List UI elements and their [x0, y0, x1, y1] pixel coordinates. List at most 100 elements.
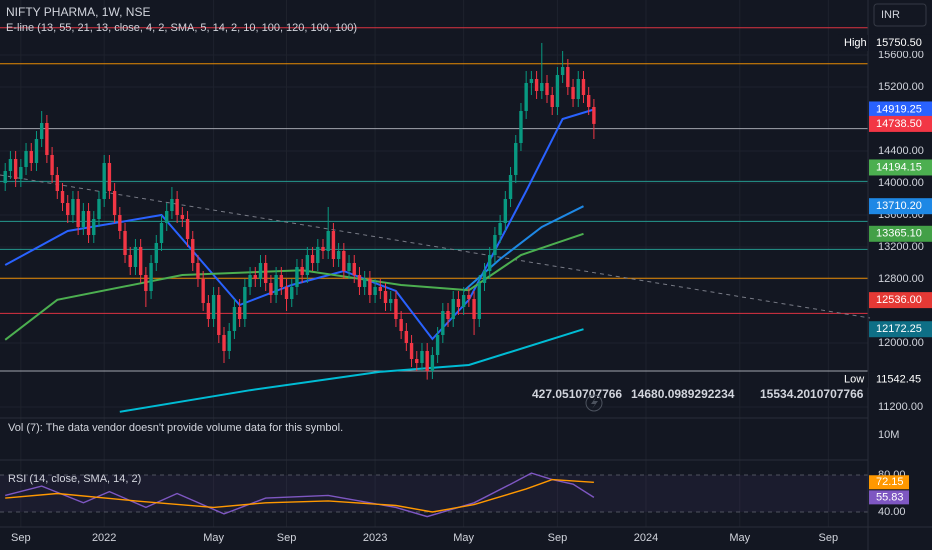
candle-body	[373, 287, 377, 295]
y-tick-label: 12000.00	[878, 337, 924, 349]
y-tick-label: 15200.00	[878, 81, 924, 93]
candle-body	[55, 175, 60, 191]
currency[interactable]: INR	[881, 9, 900, 21]
candle-body	[326, 231, 330, 251]
x-tick-label: May	[453, 532, 474, 544]
candle-body	[472, 299, 476, 319]
indicator-line	[4, 232, 584, 341]
candle-body	[3, 171, 7, 183]
candle-body	[581, 79, 586, 95]
candle-body	[227, 331, 231, 351]
price-label: 11542.45	[876, 374, 921, 386]
candle-body	[394, 299, 398, 319]
price-label-box	[869, 321, 932, 338]
candle-body	[128, 255, 132, 267]
candle-body	[8, 159, 13, 171]
rsi-tick-label: 40.00	[878, 506, 906, 518]
candle-body	[409, 343, 414, 359]
candle-body	[430, 355, 435, 371]
candle-body	[467, 295, 471, 299]
y-tick-label: 11200.00	[878, 401, 923, 413]
x-tick-label: 2023	[363, 532, 387, 544]
candle-body	[118, 215, 122, 231]
candle-body	[331, 231, 336, 259]
x-tick-label: May	[203, 532, 224, 544]
rsi-value-label: 72.15	[876, 476, 904, 488]
price-label: 12536.00	[876, 294, 922, 306]
price-label-box	[869, 101, 932, 118]
candle-body	[576, 79, 580, 99]
axis: 11200.0012000.0012800.0013200.0013600.00…	[11, 34, 932, 544]
x-tick-label: Sep	[819, 532, 839, 544]
candle-body	[488, 255, 492, 271]
candle-body	[378, 287, 382, 291]
price-label-box	[869, 198, 932, 215]
candle-body	[185, 219, 190, 239]
indicator-line	[119, 328, 584, 413]
rsi-band	[0, 474, 868, 513]
candle-body	[253, 275, 257, 279]
candle-body	[514, 143, 518, 175]
candle-body	[368, 279, 372, 295]
flash-icon[interactable]	[591, 397, 598, 409]
readout: 427.0510707766	[532, 387, 622, 401]
y-tick-label: 15600.00	[878, 49, 924, 61]
trendline	[0, 174, 871, 319]
candle-body	[86, 211, 91, 235]
candle-body	[13, 159, 18, 179]
candle-body	[81, 211, 86, 227]
candle-body	[165, 211, 169, 223]
candle-body	[29, 151, 33, 163]
candle-body	[66, 203, 70, 215]
candle-body	[336, 251, 341, 259]
candle-body	[519, 111, 523, 143]
candle-body	[123, 231, 127, 255]
rsi-value-label: 55.83	[876, 491, 904, 503]
price-label-box	[869, 292, 932, 309]
candle-body	[316, 247, 320, 263]
price-tag-box	[838, 371, 868, 388]
price-label: 12172.25	[876, 323, 922, 335]
candle-body	[149, 263, 153, 291]
candle-body	[342, 251, 346, 271]
candle-body	[415, 359, 419, 363]
flash-icon[interactable]	[585, 394, 603, 412]
candle-body	[357, 275, 362, 287]
y-tick-label: 14400.00	[878, 145, 924, 157]
candle-body	[39, 123, 44, 139]
currency-button[interactable]	[873, 3, 927, 27]
candle-body	[112, 191, 117, 215]
x-tick-label: Sep	[548, 532, 568, 544]
candle-body	[243, 287, 247, 319]
price-tag: High	[844, 37, 867, 49]
price-label: 14919.25	[876, 103, 922, 115]
candle-body	[305, 255, 310, 275]
candle-body	[232, 307, 237, 331]
candle-body	[446, 311, 450, 319]
plot	[0, 27, 871, 518]
candle-body	[560, 67, 565, 75]
candle-body	[503, 199, 508, 223]
indicator-line	[5, 472, 595, 518]
candle-body	[60, 191, 65, 203]
candle-body	[92, 219, 96, 235]
candle-body	[138, 247, 143, 275]
candle-body	[284, 287, 289, 299]
candle-body	[540, 83, 544, 91]
candle-body	[498, 223, 502, 235]
chart-title: NIFTY PHARMA, 1W, NSE	[6, 5, 150, 19]
rsi-value-box	[869, 490, 909, 505]
candle-body	[310, 255, 315, 263]
candle-body	[196, 263, 200, 279]
candle-body	[170, 199, 174, 211]
candle-body	[295, 267, 299, 287]
indicator-line	[463, 205, 584, 292]
candle-body	[456, 299, 461, 307]
candle-body	[389, 299, 393, 303]
x-tick-label: Sep	[11, 532, 31, 544]
candle-body	[191, 239, 195, 263]
y-tick-label: 13200.00	[878, 241, 924, 253]
candle-body	[248, 275, 252, 287]
candle-body	[566, 67, 570, 87]
